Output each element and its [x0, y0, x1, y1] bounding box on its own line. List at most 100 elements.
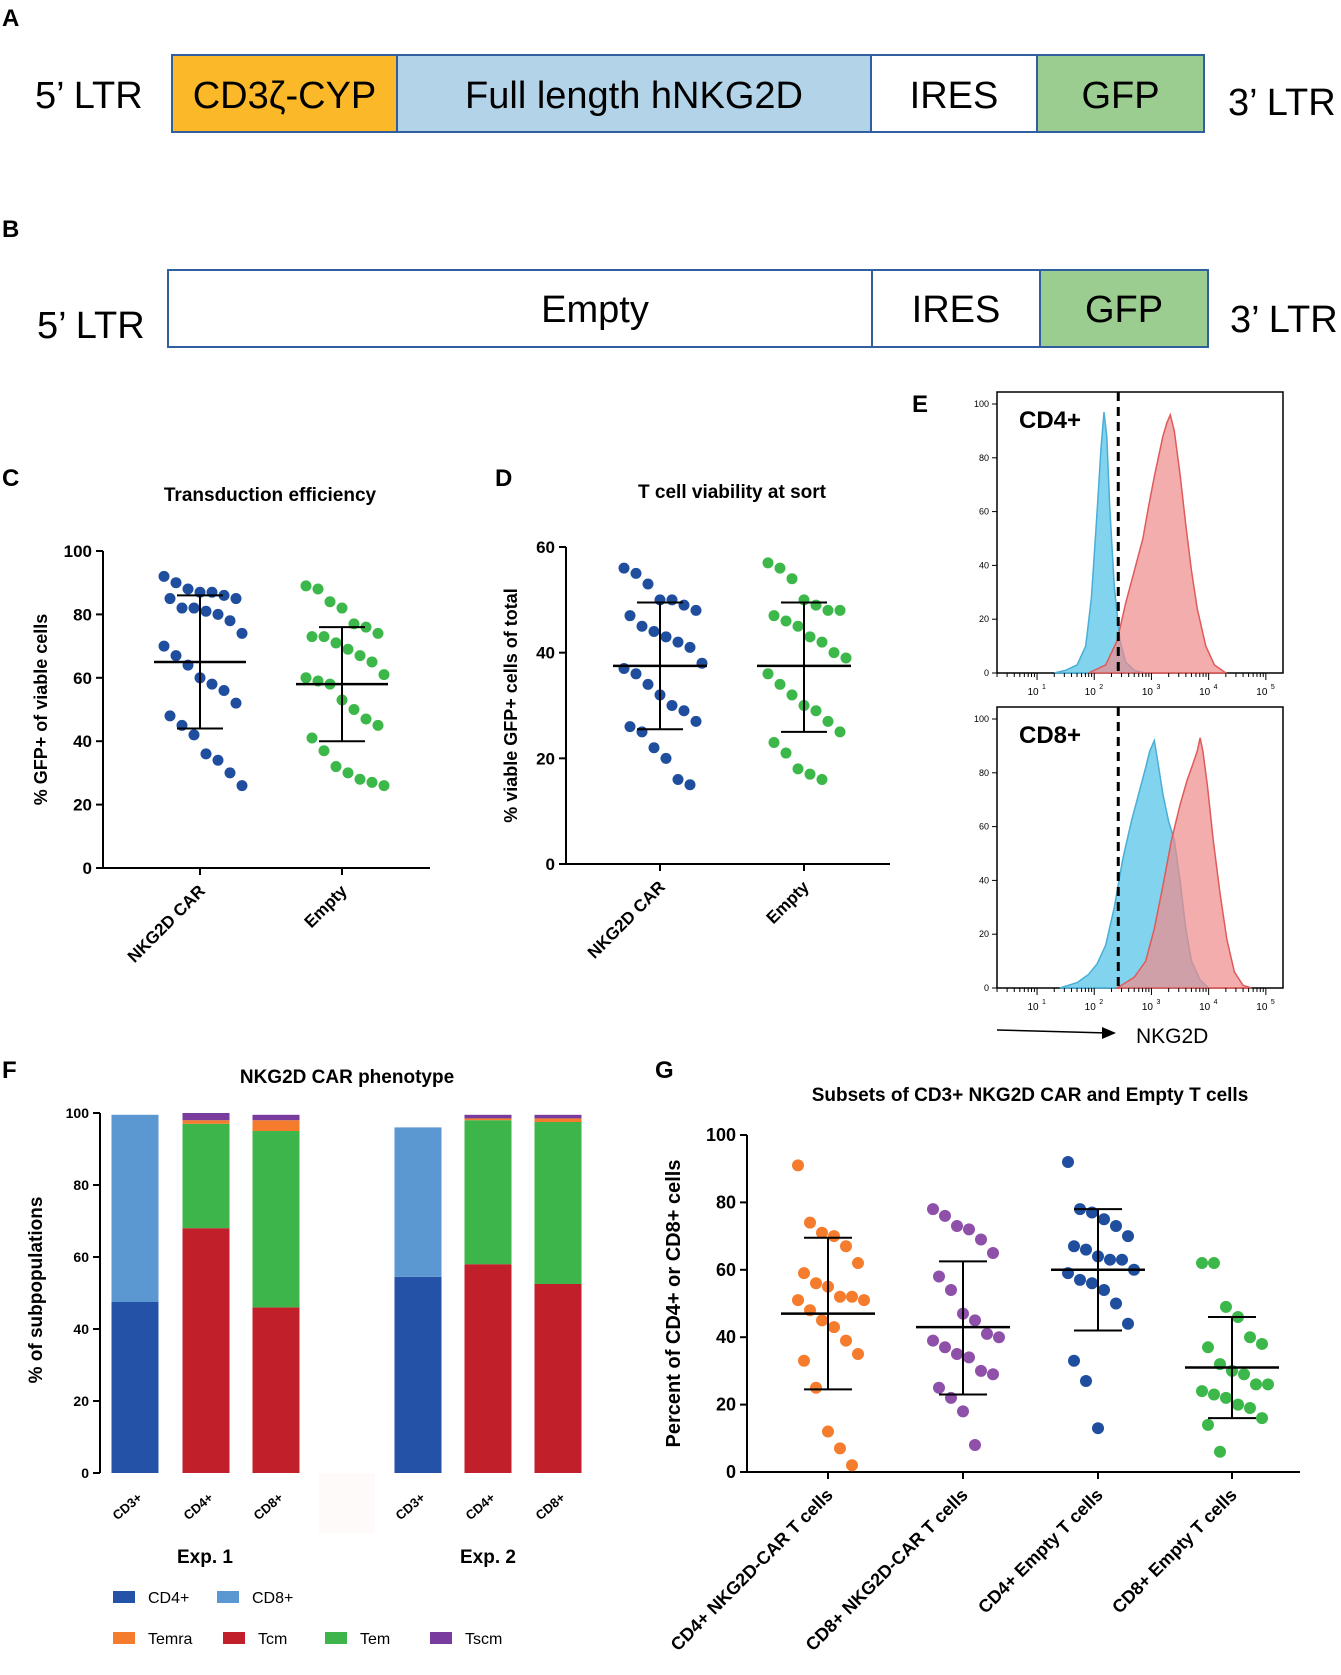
data-point — [822, 604, 834, 616]
data-point — [816, 1314, 828, 1327]
y-tick-label: 100 — [974, 399, 989, 409]
data-point — [672, 773, 684, 785]
data-point — [1062, 1155, 1074, 1168]
data-point — [993, 1331, 1005, 1344]
data-point — [642, 678, 654, 690]
data-point — [786, 573, 798, 585]
construct-b-segment-0 — [167, 269, 873, 348]
data-point — [306, 732, 318, 744]
y-tick-label: 20 — [73, 1393, 89, 1409]
data-point — [1104, 1253, 1116, 1266]
data-point — [678, 705, 690, 717]
construct-b-diagram: 5’ LTR Empty IRES GFP 3’ LTR — [37, 269, 1338, 348]
y-tick-label: 80 — [73, 605, 92, 624]
data-point — [1250, 1378, 1262, 1391]
construct-b-segment-2 — [1039, 269, 1209, 348]
data-point — [642, 578, 654, 590]
legend-swatch — [217, 1591, 239, 1603]
x-tick-exponent: 3 — [1156, 684, 1160, 691]
data-point — [786, 689, 798, 701]
bar-segment-tcm — [464, 1264, 512, 1473]
data-point — [840, 1334, 852, 1347]
legend-label: Temra — [148, 1631, 193, 1648]
bar-segment-tscm — [182, 1113, 230, 1121]
data-point — [158, 640, 170, 652]
data-point — [648, 626, 660, 638]
data-point — [852, 1257, 864, 1270]
y-tick-label: 20 — [979, 929, 989, 939]
chart-f-phenotype: NKG2D CAR phenotype 0 20 40 60 80 100 % of subp… — [26, 1067, 582, 1648]
data-point — [969, 1439, 981, 1452]
data-point — [666, 700, 678, 711]
histogram-car-curve — [1114, 737, 1252, 989]
construct-b-segment-label-2: GFP — [1085, 289, 1163, 331]
data-point — [846, 1290, 858, 1303]
x-tick-label: 10 — [1142, 1002, 1154, 1013]
construct-a-segment-1 — [396, 54, 872, 133]
legend-label: Tem — [360, 1631, 390, 1648]
construct-a-segment-label-1: Full length hNKG2D — [465, 75, 803, 117]
data-point — [236, 627, 248, 639]
x-tick-exponent: 1 — [1042, 684, 1046, 691]
histogram-population-label: CD8+ — [1019, 722, 1081, 749]
data-point — [1080, 1375, 1092, 1388]
group-label: Exp. 2 — [460, 1547, 516, 1568]
data-point — [768, 736, 780, 748]
x-tick-exponent: 1 — [1042, 999, 1046, 1006]
data-point — [230, 593, 242, 605]
data-point — [366, 656, 378, 668]
data-point — [963, 1351, 975, 1364]
data-point — [804, 1216, 816, 1229]
gap-spacer — [319, 1473, 375, 1533]
bar-segment-tem — [182, 1123, 230, 1229]
data-point — [236, 780, 248, 792]
y-tick-label: 0 — [546, 855, 555, 874]
y-tick-label: 20 — [716, 1395, 736, 1415]
y-tick-label: 20 — [536, 749, 555, 768]
data-point — [624, 610, 636, 622]
data-point — [1110, 1219, 1122, 1232]
x-category-label: Empty — [301, 881, 352, 932]
bar-segment-tscm — [534, 1114, 582, 1119]
x-tick-label: 10 — [1142, 687, 1154, 698]
data-point — [822, 1425, 834, 1438]
data-point — [690, 604, 702, 616]
x-tick-label: 10 — [1199, 1002, 1211, 1013]
y-tick-label: 0 — [984, 668, 989, 678]
data-point — [810, 599, 822, 611]
legend-swatch — [325, 1632, 347, 1644]
data-point — [804, 768, 816, 780]
y-tick-label: 0 — [81, 1465, 89, 1481]
data-point — [1196, 1257, 1208, 1270]
panel-letter-b: B — [2, 216, 19, 243]
data-point — [1232, 1398, 1244, 1411]
data-point — [170, 650, 182, 662]
x-tick-exponent: 5 — [1271, 999, 1275, 1006]
y-tick-label: 40 — [73, 732, 92, 751]
x-category-label: CD8+ NKG2D-CAR T cells — [802, 1485, 972, 1655]
data-point — [300, 580, 312, 592]
construct-a-3ltr-label: 3’ LTR — [1228, 82, 1336, 124]
x-tick-label: 10 — [1199, 687, 1211, 698]
bar-segment-tcm — [182, 1228, 230, 1473]
construct-a-segment-label-0: CD3ζ-CYP — [193, 75, 377, 117]
data-point — [164, 710, 176, 722]
data-point — [206, 678, 218, 690]
x-arrow-head — [1102, 1027, 1116, 1039]
x-tick-label: 10 — [1256, 1002, 1268, 1013]
legend-label: Tcm — [258, 1631, 287, 1648]
y-tick-label: 40 — [536, 644, 555, 663]
data-point — [618, 562, 630, 574]
data-point — [1244, 1331, 1256, 1344]
data-point — [1122, 1317, 1134, 1330]
data-point — [810, 1277, 822, 1290]
data-point — [969, 1314, 981, 1327]
data-point — [762, 557, 774, 569]
data-point — [1092, 1422, 1104, 1435]
data-point — [1238, 1368, 1250, 1381]
data-point — [230, 697, 242, 709]
data-point — [690, 715, 702, 727]
data-point — [158, 570, 170, 582]
data-point — [951, 1219, 963, 1232]
